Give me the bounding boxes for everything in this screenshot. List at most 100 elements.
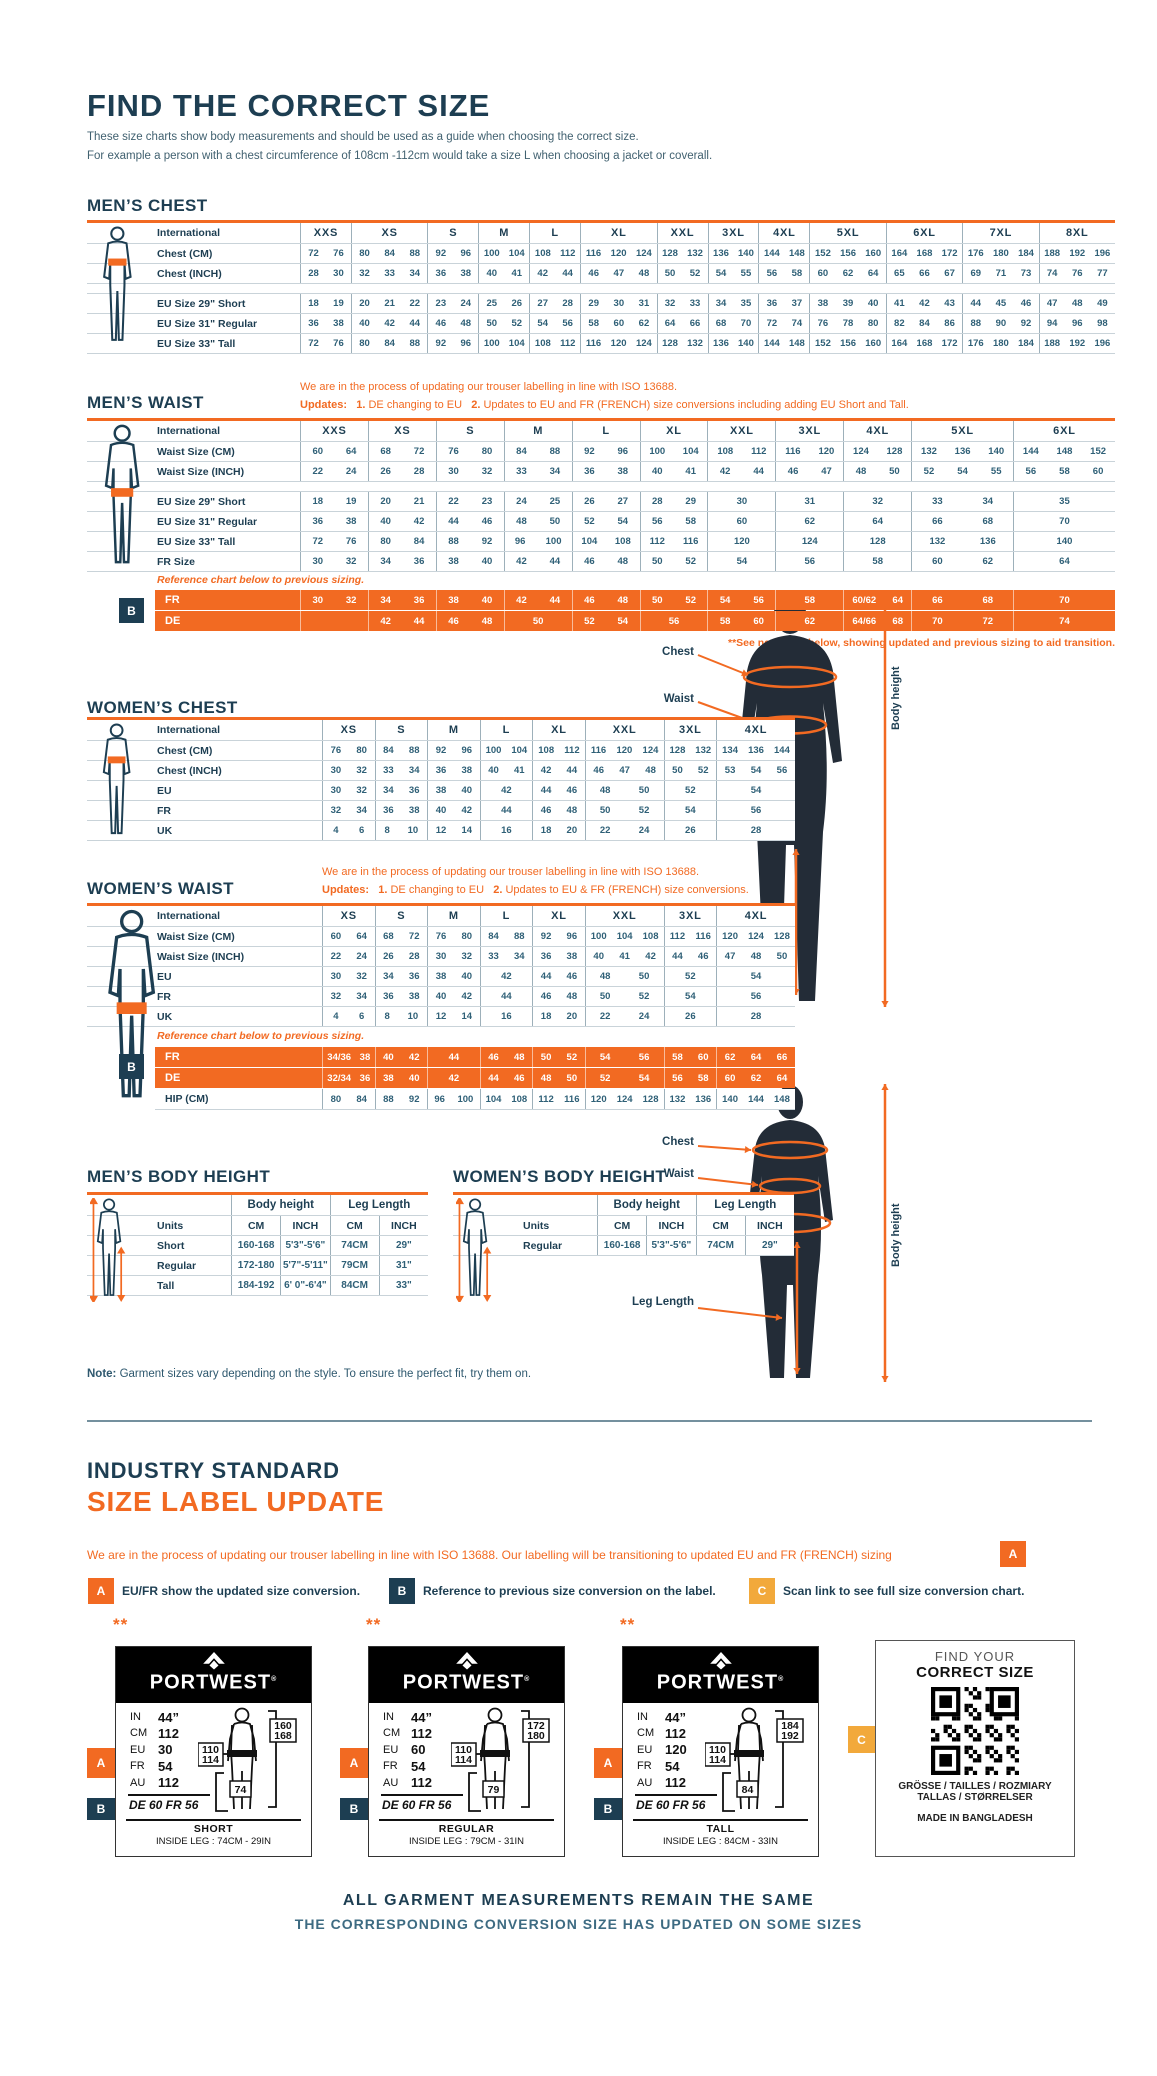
cell-value: 32 xyxy=(345,594,357,606)
cell-value: 48 xyxy=(1071,298,1083,309)
size-row-au: AU 112 xyxy=(130,1775,179,1791)
cell-value: 38 xyxy=(408,805,420,816)
size-value: 54 xyxy=(411,1758,426,1774)
cell-value: 50 xyxy=(664,268,676,279)
cell-value: 41 xyxy=(619,951,630,962)
table-cell: 46 47 48 xyxy=(584,761,664,780)
row-label: UK xyxy=(157,824,173,837)
cell-value: 112 xyxy=(751,446,767,457)
table-cell: 34 35 xyxy=(707,294,759,313)
table-cell: 88 92 xyxy=(435,532,504,551)
cell-value: 54 xyxy=(685,991,696,1002)
table-cell: 40 42 xyxy=(367,512,436,531)
cell-value: 41 xyxy=(894,298,905,309)
cell-value: 58 xyxy=(1059,466,1070,477)
table-cell: 64 66 xyxy=(656,314,708,333)
mens-body-height-figure-icon xyxy=(88,1196,128,1307)
table-cell: 58 60 xyxy=(663,1047,717,1067)
table-cell: 100 104 108 xyxy=(584,927,664,946)
registered-mark: ® xyxy=(524,1676,531,1683)
cell-value: 46 xyxy=(488,1051,499,1063)
table-cell: 38 40 xyxy=(435,552,504,571)
table-cell: 46 48 xyxy=(532,801,585,820)
size-row-eu: EU 60 xyxy=(383,1742,425,1758)
cell-value: 6 xyxy=(359,825,365,836)
legend-badge-c: C xyxy=(749,1578,775,1604)
cell-value: 24 xyxy=(356,951,367,962)
table-cell: 6' 0"-6'4" xyxy=(280,1276,329,1295)
cell-value: 108 xyxy=(511,1093,528,1105)
table-cell: 62 xyxy=(775,512,843,531)
unit-header: CM xyxy=(231,1216,280,1235)
cell-value: 144 xyxy=(763,248,780,259)
updates-item-number: 2. xyxy=(493,884,503,896)
table-cell: 136 140 xyxy=(707,334,759,353)
table-cell: 54 xyxy=(716,967,795,986)
table-cell: 100 104 xyxy=(478,334,529,353)
table-cell: 116 120 124 xyxy=(580,334,656,353)
row-label: FR xyxy=(157,804,171,817)
cell-value: 124 xyxy=(616,1093,633,1105)
cell-value: 28 xyxy=(651,496,663,507)
table-cell: 30 32 xyxy=(300,552,368,571)
label-update-intro: We are in the process of updating our tr… xyxy=(87,1548,892,1562)
table-cell: 32 34 xyxy=(322,801,375,820)
table-row: Chest (CM) 76 80 84 88 92 96 100 104 108 112 116 120… xyxy=(87,741,795,761)
cell-value: 36 xyxy=(540,951,552,962)
cell-value: 100 xyxy=(485,745,502,756)
table-cell: 44 45 46 xyxy=(962,294,1038,313)
cell-value: 52 xyxy=(685,556,696,567)
table-cell: 60 62 64 xyxy=(716,1068,795,1088)
cell-value: 8 xyxy=(384,825,390,836)
cell-value: 42 xyxy=(461,991,473,1002)
cell-value: 10 xyxy=(407,825,419,836)
cell-value: 54 xyxy=(685,805,696,816)
svg-text:160: 160 xyxy=(274,1720,292,1732)
table-cell: 108 112 xyxy=(529,334,580,353)
cell-value: 96 xyxy=(460,248,472,259)
cell-value: 80 xyxy=(359,248,370,259)
table-cell: 48 50 xyxy=(843,462,911,481)
table-cell: 24 25 xyxy=(503,492,572,511)
cell-value: 112 xyxy=(649,536,665,547)
cell-value: 112 xyxy=(564,745,580,756)
table-cell: 36 38 xyxy=(300,314,351,333)
cell-value: 74 xyxy=(1059,615,1070,627)
units-row: Units CM INCH CM INCH xyxy=(87,1216,428,1236)
table-cell: 42 44 xyxy=(529,264,580,283)
cell-value: 12 xyxy=(435,1011,447,1022)
cell-value: 84 xyxy=(516,446,527,457)
cell-value: 20 xyxy=(566,1011,578,1022)
table-cell: 26 28 xyxy=(374,947,428,966)
size-row-fr: FR 54 xyxy=(130,1758,172,1774)
portwest-diamond-icon xyxy=(455,1652,478,1670)
cell-value: 88 xyxy=(409,338,421,349)
cell-value: 84 xyxy=(413,536,425,547)
cell-value: 148 xyxy=(1056,446,1073,457)
cell-value: 176 xyxy=(967,248,984,259)
reference-note: Reference chart below to previous sizing… xyxy=(157,1030,365,1042)
cell-value: 47 xyxy=(821,466,832,477)
cell-value: 36 xyxy=(435,268,447,279)
row-label: Regular xyxy=(157,1259,197,1272)
cell-value: 168 xyxy=(916,248,933,259)
cell-value: 64 xyxy=(345,446,357,457)
cell-value: 86 xyxy=(944,318,955,329)
cell-value: 38 xyxy=(617,466,629,477)
cell-value: 136 xyxy=(954,446,971,457)
table-cell: 58 60 xyxy=(707,611,775,631)
cell-value: 172 xyxy=(941,338,958,349)
table-cell: 52 54 55 xyxy=(911,462,1013,481)
cell-value: 44 xyxy=(549,556,561,567)
cell-value: 160 xyxy=(865,248,882,259)
cell-value: 22 xyxy=(599,825,611,836)
table-cell: 32 33 34 xyxy=(350,264,427,283)
table-cell: 92 96 xyxy=(532,927,585,946)
table-cell: 120 xyxy=(707,532,775,551)
cell-value: 40 xyxy=(461,971,473,982)
table-cell: 108 112 xyxy=(532,741,585,760)
intro-line-2: For example a person with a chest circum… xyxy=(87,150,713,162)
cell-value: 140 xyxy=(738,248,754,259)
cell-value: 136 xyxy=(713,248,729,259)
row-label: Units xyxy=(157,1219,184,1232)
